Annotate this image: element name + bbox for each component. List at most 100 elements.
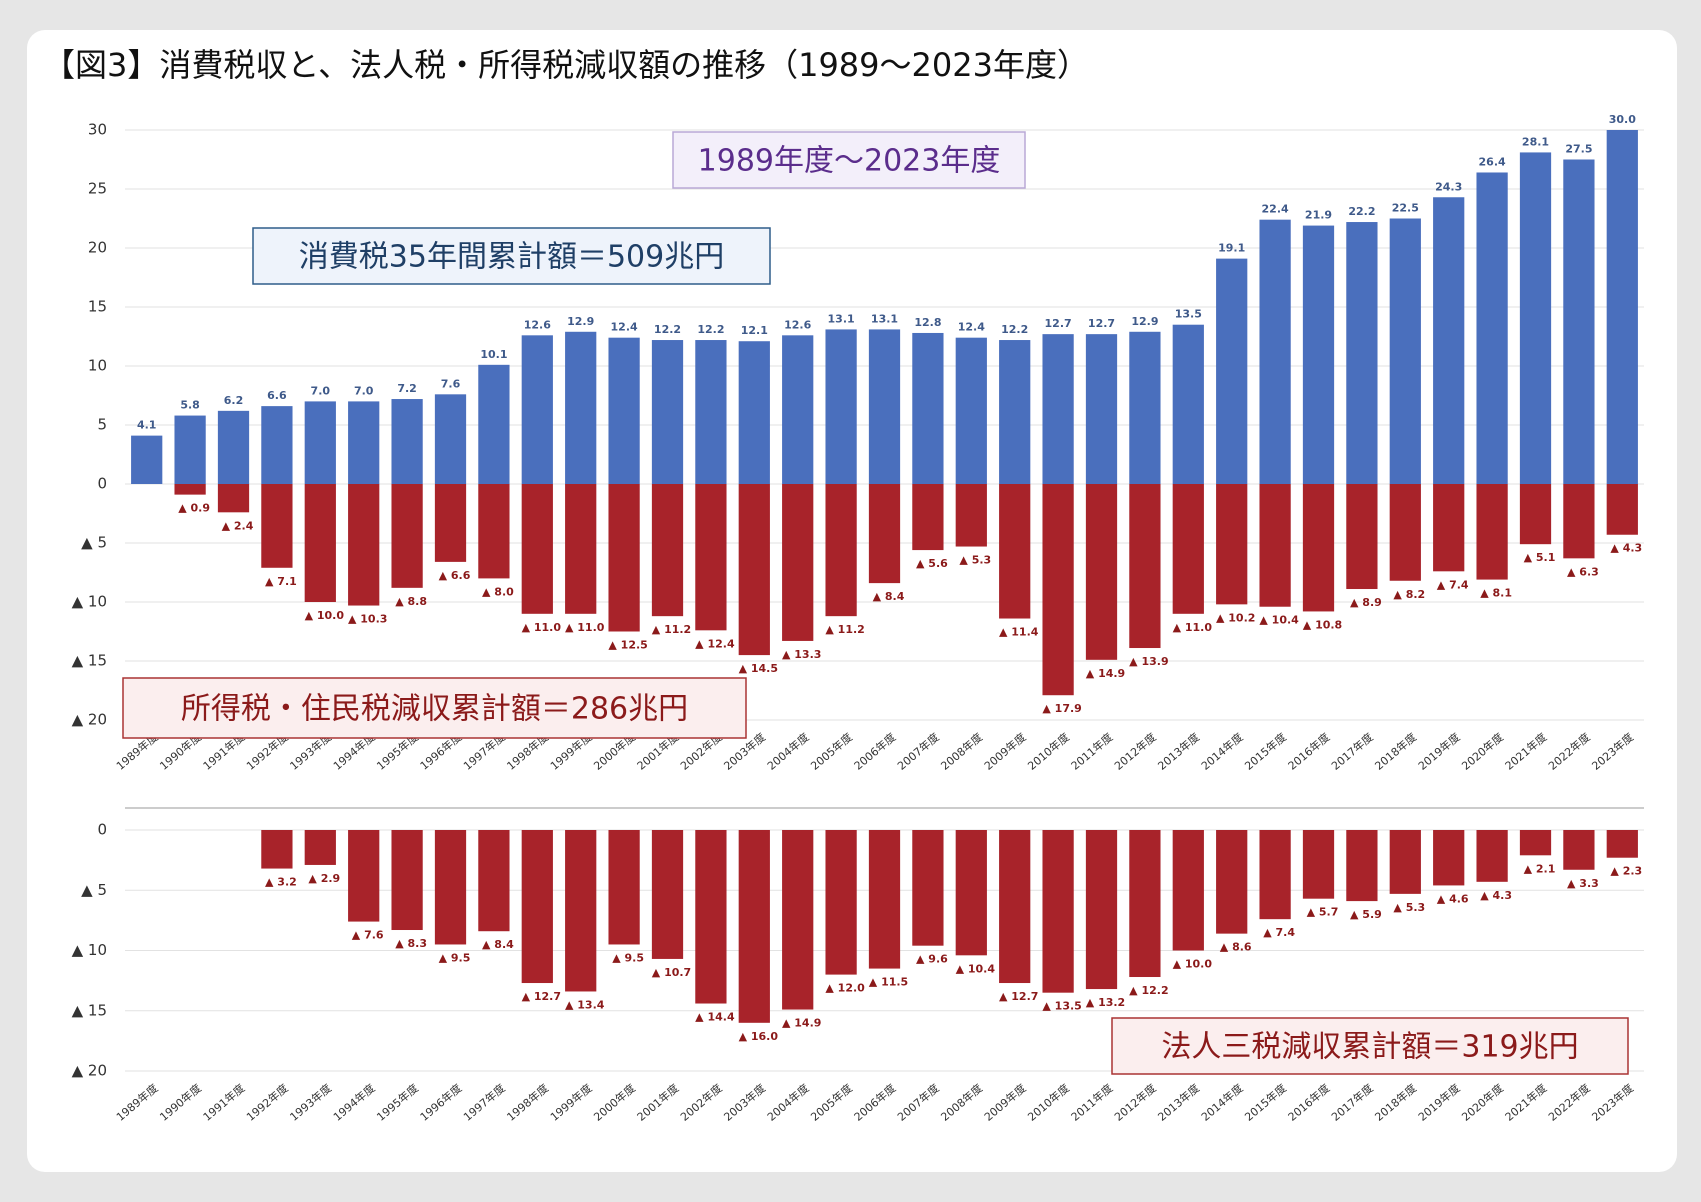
- value-label: ▲ 7.6: [352, 929, 384, 942]
- value-label: ▲ 9.6: [916, 953, 948, 966]
- value-label: 12.6: [784, 318, 811, 331]
- bar: [1433, 484, 1465, 572]
- value-label: ▲ 8.1: [1480, 587, 1512, 600]
- bar: [825, 484, 857, 617]
- value-label: 7.2: [397, 382, 417, 395]
- value-label: 12.8: [914, 316, 941, 329]
- value-label: 12.2: [654, 323, 681, 336]
- bar: [1563, 484, 1595, 559]
- bar: [1563, 159, 1595, 484]
- bar: [131, 435, 163, 484]
- bar: [1606, 130, 1638, 484]
- bar: [868, 329, 901, 484]
- bar: [1259, 830, 1291, 920]
- value-label: 6.2: [224, 394, 244, 407]
- value-label: 22.2: [1348, 205, 1375, 218]
- bar: [174, 484, 206, 495]
- bar: [261, 406, 293, 484]
- value-label: ▲ 7.1: [265, 575, 297, 588]
- value-label: 12.6: [524, 318, 551, 331]
- value-label: ▲ 10.0: [1173, 958, 1213, 971]
- bar: [1346, 830, 1378, 902]
- value-label: ▲ 5.3: [959, 554, 991, 567]
- bar: [695, 830, 727, 1004]
- value-label: 12.4: [611, 321, 638, 334]
- value-label: 4.1: [137, 419, 157, 432]
- y-tick-label: 20: [88, 239, 107, 257]
- value-label: ▲ 12.0: [825, 982, 865, 995]
- value-label: ▲ 13.3: [782, 648, 821, 661]
- bar: [825, 329, 857, 484]
- bar: [825, 830, 857, 975]
- value-label: ▲ 2.4: [222, 519, 254, 532]
- value-label: 27.5: [1565, 143, 1592, 156]
- value-label: 12.9: [1131, 315, 1158, 328]
- bar: [565, 331, 597, 484]
- value-label: ▲ 11.0: [565, 621, 605, 634]
- value-label: ▲ 13.4: [565, 998, 605, 1011]
- y-tick-label: 5: [97, 416, 107, 434]
- bar: [304, 484, 336, 602]
- value-label: 12.9: [567, 315, 594, 328]
- value-label: ▲ 3.2: [265, 876, 297, 889]
- bar: [738, 830, 770, 1023]
- bar: [1606, 484, 1638, 535]
- value-label: ▲ 10.4: [1259, 614, 1299, 627]
- value-label: ▲ 11.5: [869, 976, 908, 989]
- bar: [1129, 331, 1161, 484]
- bar: [1259, 219, 1291, 484]
- value-label: ▲ 9.5: [612, 951, 644, 964]
- bar: [348, 401, 380, 484]
- bar: [1302, 484, 1335, 612]
- bar: [999, 484, 1031, 619]
- value-label: 5.8: [180, 399, 200, 412]
- value-label: ▲ 6.3: [1567, 565, 1599, 578]
- value-label: ▲ 12.7: [999, 990, 1038, 1003]
- value-label: 22.5: [1392, 202, 1419, 215]
- value-label: ▲ 12.4: [695, 637, 735, 650]
- value-label: 12.4: [958, 321, 985, 334]
- value-label: ▲ 8.0: [482, 585, 514, 598]
- value-label: ▲ 8.9: [1350, 596, 1382, 609]
- value-label: 30.0: [1609, 113, 1636, 126]
- value-label: ▲ 16.0: [739, 1030, 779, 1043]
- value-label: ▲ 11.2: [825, 623, 864, 636]
- value-label: 7.6: [441, 377, 461, 390]
- bar: [651, 830, 684, 959]
- value-label: ▲ 10.2: [1216, 611, 1255, 624]
- value-label: ▲ 10.7: [652, 966, 691, 979]
- bar: [1606, 830, 1638, 858]
- bar: [304, 401, 336, 484]
- bar: [782, 830, 814, 1010]
- value-label: ▲ 11.4: [999, 626, 1039, 639]
- value-label: ▲ 7.4: [1263, 926, 1295, 939]
- bar: [999, 340, 1031, 484]
- bar: [955, 337, 987, 484]
- bar: [1519, 152, 1552, 485]
- bar: [1216, 258, 1248, 484]
- bar: [304, 830, 336, 865]
- bar: [608, 337, 640, 484]
- bar: [1433, 830, 1465, 886]
- bar: [1433, 197, 1465, 484]
- bar: [1346, 222, 1378, 485]
- bar: [738, 341, 770, 484]
- value-label: 28.1: [1522, 135, 1549, 148]
- value-label: ▲ 2.1: [1524, 862, 1556, 875]
- value-label: ▲ 11.0: [522, 621, 562, 634]
- y-tick-label: 15: [88, 298, 107, 316]
- y-tick-label: 0: [97, 821, 107, 839]
- value-label: ▲ 0.9: [178, 502, 210, 515]
- bar: [1476, 484, 1508, 580]
- value-label: 12.7: [1045, 317, 1072, 330]
- bar: [738, 484, 770, 656]
- value-label: ▲ 8.6: [1220, 941, 1252, 954]
- bar: [1476, 830, 1508, 882]
- bar: [695, 340, 727, 484]
- bar: [868, 830, 901, 969]
- value-label: ▲ 5.6: [916, 557, 948, 570]
- value-label: ▲ 6.6: [439, 569, 471, 582]
- y-tick-label: 10: [88, 357, 107, 375]
- bar: [1042, 830, 1074, 993]
